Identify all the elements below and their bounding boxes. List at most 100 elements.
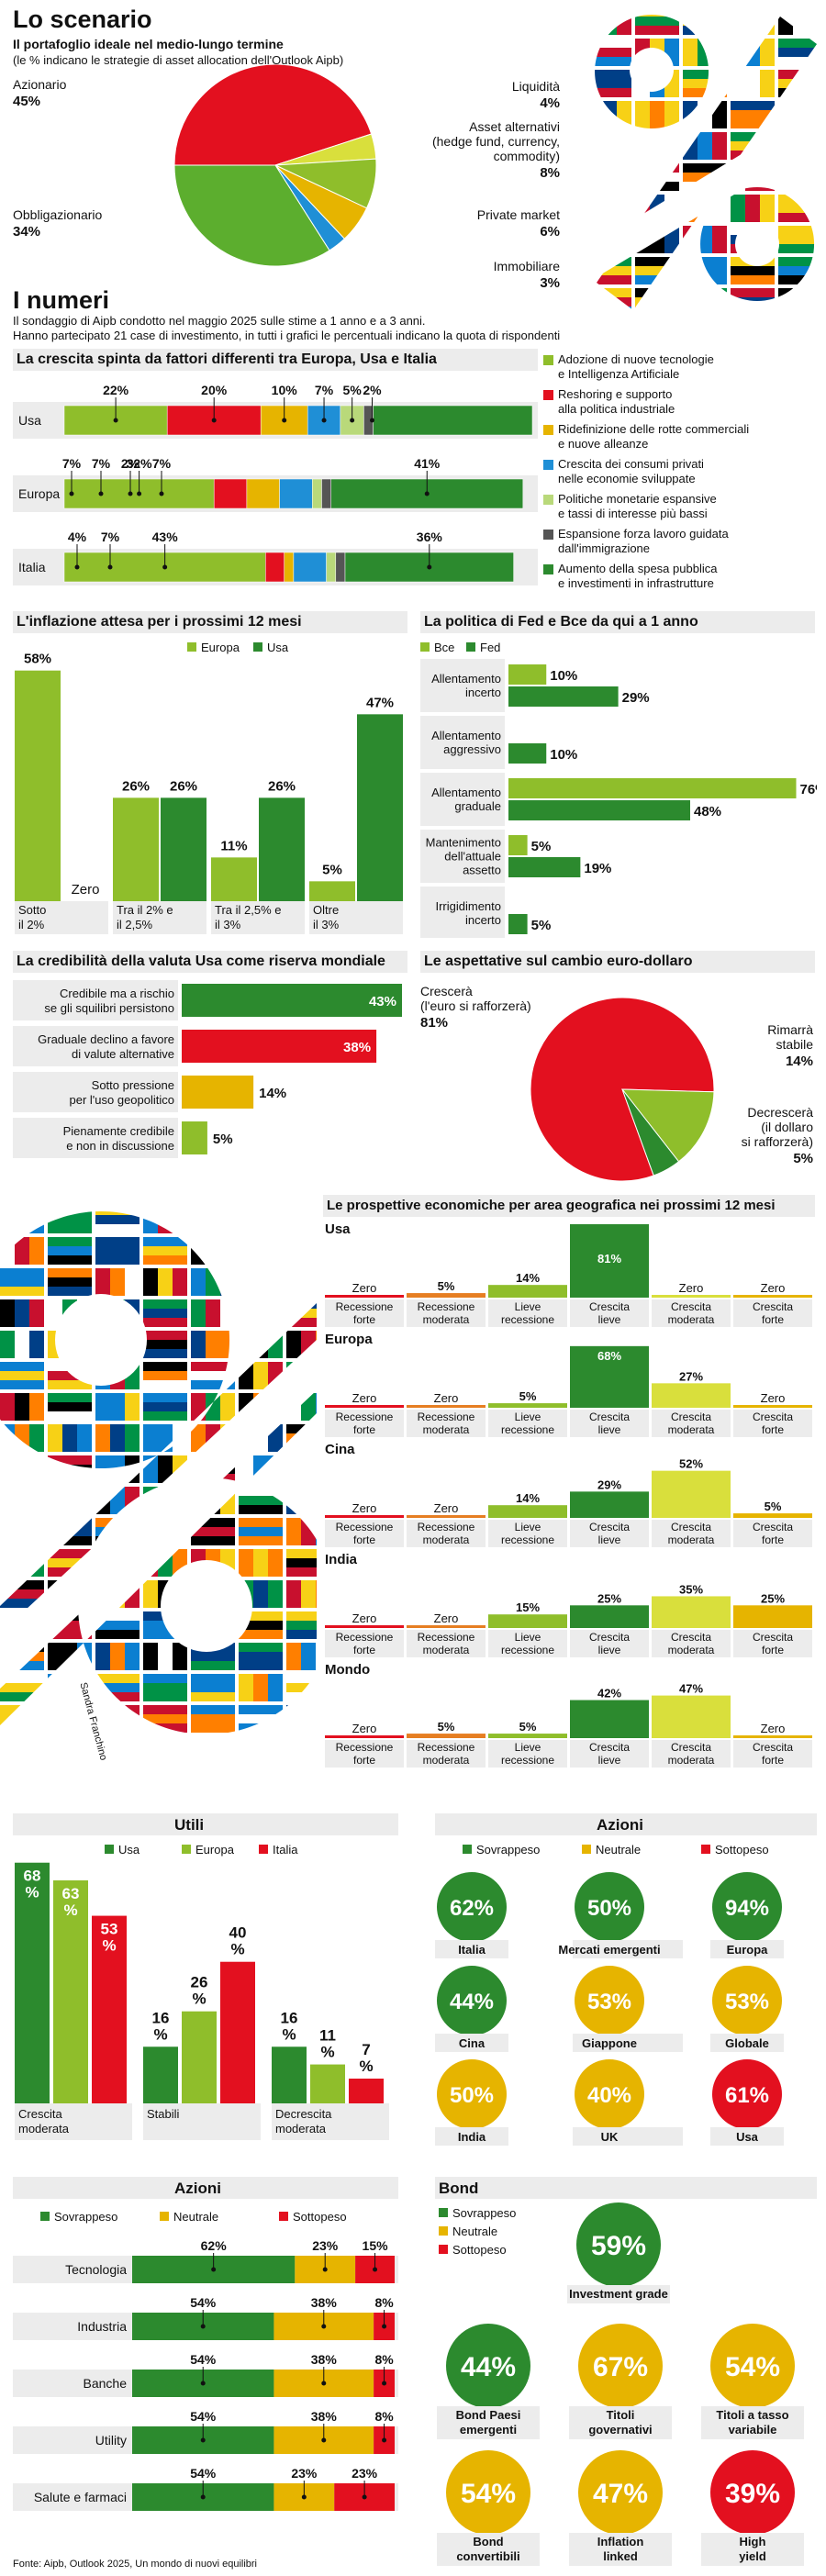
prospettive-bar [407, 1515, 486, 1518]
fed-category-bg [420, 716, 505, 769]
crescita-title: La crescita spinta da fattori differenti… [17, 351, 437, 367]
crescita-legend-item: Reshoring e supporto alla politica indust… [543, 387, 819, 420]
azioni-aree-label: Globale [725, 2036, 769, 2050]
bond-label-bg [701, 2533, 804, 2566]
azioni-settori-category: Salute e farmaci [34, 2490, 127, 2504]
azioni-aree-legend-swatch [463, 1845, 472, 1854]
prospettive-category-label: forte [762, 1754, 784, 1767]
prospettive-bar [733, 1605, 812, 1628]
mid-flag-46 [191, 1362, 235, 1389]
azioni-aree-label: Italia [458, 1943, 486, 1957]
crescita-category-italia: Italia [18, 560, 46, 574]
value-azionario: 45% [13, 94, 41, 109]
crescita-value-europa: 32% [127, 456, 153, 471]
azioni-settori-dot [200, 2437, 206, 2443]
prospettive-category-label: Lieve [515, 1411, 541, 1423]
crescita-dot [98, 491, 104, 496]
azioni-settori-legend-label: Sovrappeso [54, 2210, 117, 2224]
prospettive-category-label: Crescita [671, 1631, 711, 1644]
bond-value: 47% [593, 2479, 648, 2509]
prospettive-category-label: moderata [668, 1754, 715, 1767]
prospettive-value: 5% [519, 1720, 537, 1734]
prospettive-category-label: Crescita [753, 1631, 793, 1644]
crescita-legend-item: Ridefinizione delle rotte commerciali e n… [543, 422, 819, 455]
value-decrescera: 5% [793, 1151, 813, 1166]
azioni-aree-bubble [712, 1966, 782, 2035]
prospettive-category-label: Recessione [418, 1741, 475, 1754]
crescita-value-europa: 7% [92, 456, 111, 471]
label-asset-alt-3: commodity) [493, 149, 560, 163]
azioni-aree-bubble [575, 1966, 644, 2035]
crescita-bar-italia-2 [284, 552, 295, 583]
fed-category-label: Mantenimento [426, 836, 501, 850]
fed-bar-bce [508, 835, 528, 855]
utili-value: 26 [191, 1974, 208, 1991]
crescita-dot [370, 418, 374, 423]
azioni-aree-bubble [712, 2059, 782, 2129]
bond-label-bg [569, 2533, 672, 2566]
prospettive-category-label: Lieve [515, 1741, 541, 1754]
crescita-dot [74, 564, 80, 570]
crescita-dot [159, 491, 164, 496]
azioni-settori-value: 54% [190, 2352, 217, 2367]
legend-swatch [543, 495, 553, 505]
mid-flag-108 [143, 1643, 187, 1670]
azioni-settori-value: 38% [311, 2409, 338, 2424]
prospettive-value: Zero [761, 1391, 786, 1405]
azioni-settori-dot [321, 2437, 327, 2443]
fed-category-label: Allentamento [431, 786, 501, 799]
top-flag-39 [778, 226, 817, 253]
legend-label-usa: Usa [267, 641, 289, 654]
inflazione-bar-usa [161, 797, 206, 901]
bond-label: High [740, 2535, 766, 2548]
utili-bar-europa [182, 2011, 217, 2103]
legend-swatch-bce [420, 642, 430, 652]
prospettive-category-label: moderata [423, 1423, 470, 1436]
credibilita-bar [182, 1121, 207, 1154]
value-rimarra: 14% [785, 1054, 813, 1069]
fed-value: 76% [800, 782, 818, 797]
inflazione-category-label: il 2,5% [117, 918, 152, 931]
utili-value-unit: % [282, 2025, 296, 2043]
legend-label: Ridefinizione delle rotte commerciali [558, 422, 750, 436]
prospettive-bar [652, 1383, 731, 1408]
azioni-aree-bubble [437, 2059, 507, 2129]
utili-bar-italia [92, 1915, 127, 2103]
prospettive-value: 35% [679, 1582, 703, 1596]
azioni-aree-label-bg [710, 2034, 784, 2052]
azioni-aree-value: 50% [450, 2083, 494, 2108]
prospettive-category-label: Recessione [336, 1300, 394, 1313]
fed-category-label: Allentamento [431, 729, 501, 742]
fed-value: 5% [531, 918, 552, 933]
top-flag-18 [731, 101, 775, 128]
prospettive-category-label: forte [762, 1313, 784, 1326]
prospettive-category-bg [407, 1630, 486, 1657]
azioni-settori-dot [373, 2267, 378, 2272]
crescita-value-usa: 5% [343, 383, 363, 397]
crescita-value-europa: 7% [62, 456, 82, 471]
prospettive-category-label: moderata [668, 1423, 715, 1436]
legend-swatch [543, 355, 553, 365]
legend-label-2: e investimenti in infrastrutture [558, 576, 714, 590]
prospettive-bar [733, 1735, 812, 1738]
prospettive-category-label: moderata [423, 1754, 470, 1767]
azioni-aree-title: Azioni [597, 1816, 643, 1834]
fed-bar-fed [508, 743, 547, 764]
mid-flag-111 [286, 1643, 317, 1670]
azioni-aree-value: 53% [725, 1990, 769, 2014]
legend-swatch [543, 390, 553, 400]
prospettive-value: Zero [434, 1391, 459, 1405]
credibilita-category-label: e non in discussione [66, 1139, 174, 1153]
prospettive-category-label: lieve [598, 1644, 621, 1656]
azioni-settori-legend-label: Neutrale [173, 2210, 218, 2224]
crescita-value-italia: 43% [152, 530, 179, 544]
bond-bubble [710, 2324, 795, 2408]
prospettive-category-label: forte [762, 1423, 784, 1436]
utili-value: 68 [24, 1868, 41, 1885]
utili-value: 7 [362, 2041, 370, 2058]
top-flag-5 [587, 39, 631, 66]
prospettive-category-bg [570, 1410, 649, 1437]
prospettive-bar [488, 1614, 567, 1628]
